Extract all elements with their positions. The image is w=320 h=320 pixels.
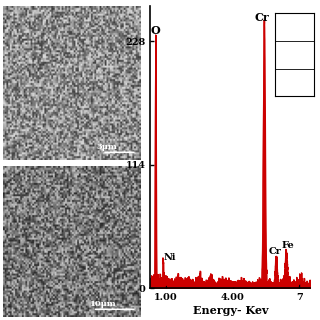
Text: Ni: Ni (163, 253, 176, 262)
Text: 3μm: 3μm (96, 143, 117, 151)
Text: O: O (150, 25, 160, 36)
X-axis label: Energy- Kev: Energy- Kev (193, 305, 268, 316)
Text: 10μm: 10μm (89, 300, 116, 308)
Text: Cr: Cr (254, 12, 269, 23)
Text: Cr: Cr (268, 246, 281, 255)
Text: Fe: Fe (282, 241, 294, 250)
